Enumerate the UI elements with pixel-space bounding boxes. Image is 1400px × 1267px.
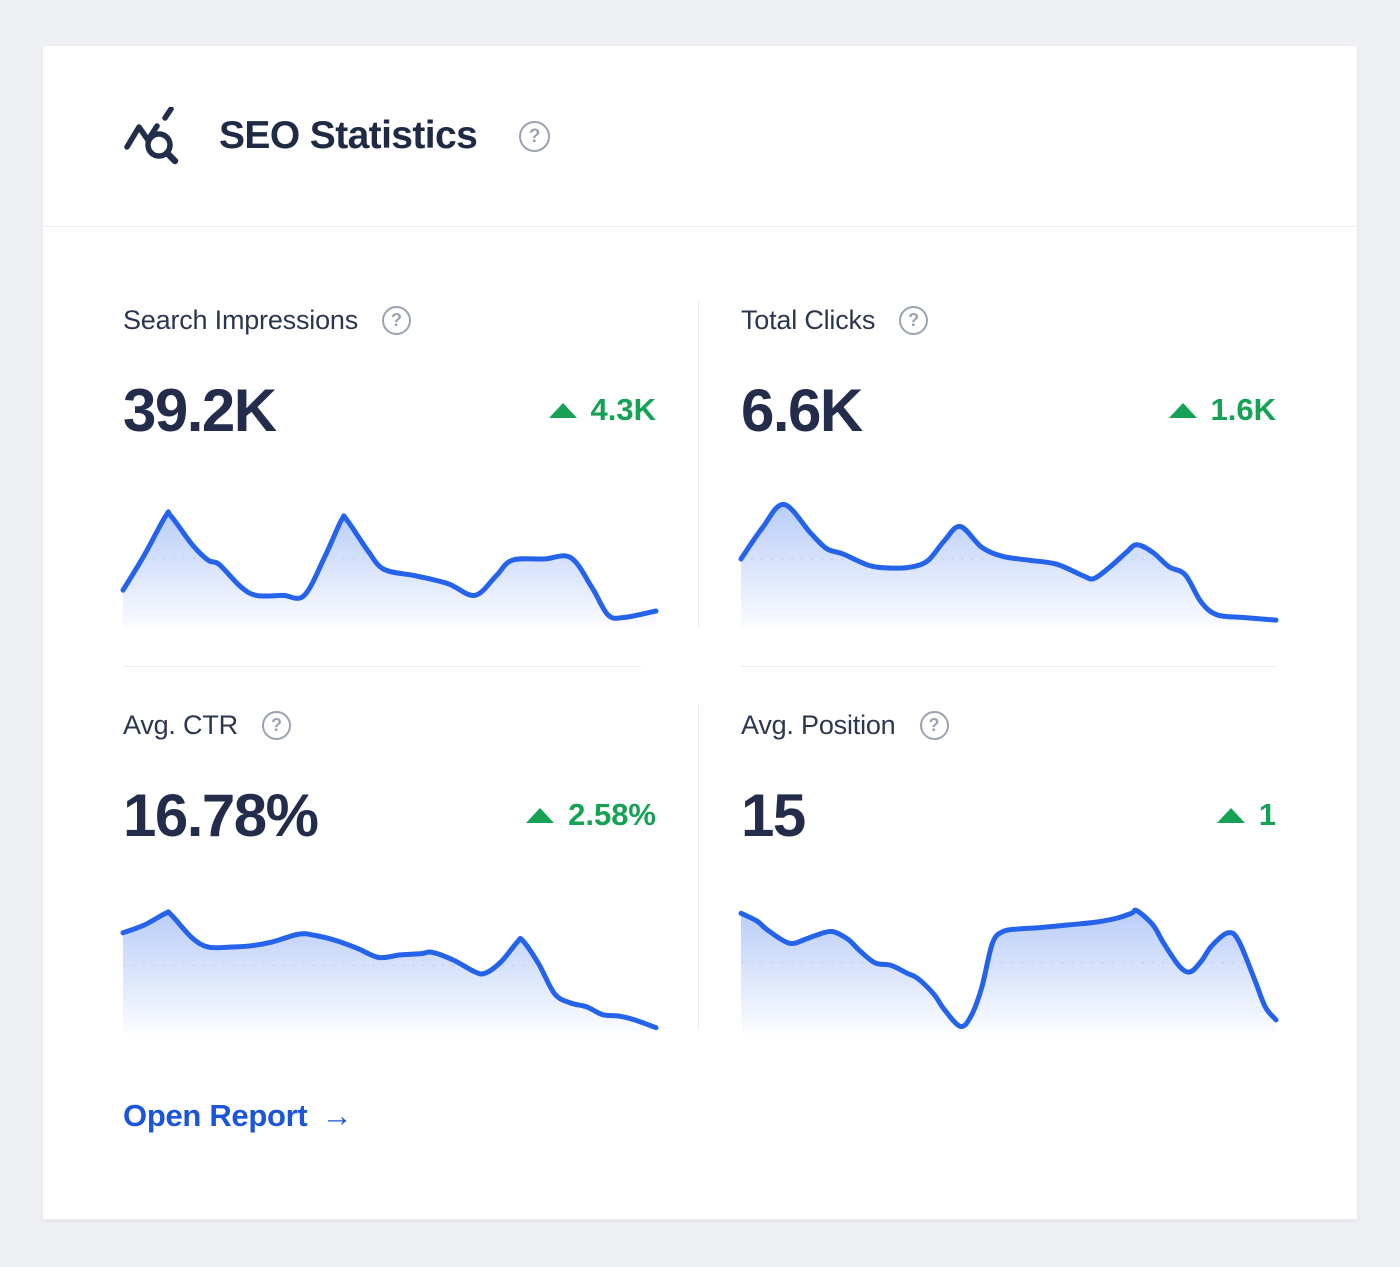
metric-head: Avg. CTR ? <box>123 705 656 745</box>
help-glyph: ? <box>391 310 402 330</box>
help-glyph: ? <box>928 715 940 735</box>
row-divider-left <box>123 666 641 667</box>
open-report-link[interactable]: Open Report → <box>123 1098 352 1134</box>
help-glyph: ? <box>270 715 282 735</box>
delta-up-icon <box>1216 807 1245 823</box>
help-glyph: ? <box>528 125 541 147</box>
metric-avg-ctr: Avg. CTR ? 16.78% 2.58% <box>123 705 656 1033</box>
sparkline-chart <box>741 490 1276 628</box>
metric-value-row: 15 1 <box>741 775 1276 855</box>
delta-value: 2.58% <box>568 797 656 832</box>
metric-head: Avg. Position ? <box>741 705 1276 745</box>
delta-up-icon <box>548 402 577 418</box>
metric-delta: 1 <box>1216 797 1276 833</box>
widget-header: SEO Statistics ? <box>43 46 1357 227</box>
widget-title: SEO Statistics <box>219 114 478 157</box>
metric-help-icon[interactable]: ? <box>899 305 929 335</box>
metric-delta: 4.3K <box>548 392 656 428</box>
delta-value: 1 <box>1258 797 1276 832</box>
metric-head: Total Clicks ? <box>741 300 1276 340</box>
metric-help-icon[interactable]: ? <box>261 710 291 740</box>
widget-body: Search Impressions ? 39.2K 4.3K Total Cl… <box>43 227 1357 1134</box>
metric-value: 16.78% <box>123 781 319 849</box>
metric-avg-position: Avg. Position ? 15 1 <box>741 705 1276 1033</box>
metric-search-impressions: Search Impressions ? 39.2K 4.3K <box>123 300 656 628</box>
open-report-label: Open Report <box>123 1098 308 1133</box>
column-divider-top <box>698 300 699 628</box>
metric-value-row: 39.2K 4.3K <box>123 370 656 450</box>
metric-value: 15 <box>741 781 806 849</box>
widget-help-icon[interactable]: ? <box>519 120 551 152</box>
help-glyph: ? <box>908 310 920 330</box>
seo-statistics-widget: SEO Statistics ? Search Impressions ? 39… <box>42 45 1358 1220</box>
metric-value: 6.6K <box>741 376 863 444</box>
arrow-right-icon: → <box>321 1098 353 1133</box>
metric-value: 39.2K <box>123 376 277 444</box>
metric-head: Search Impressions ? <box>123 300 656 340</box>
metric-value-row: 6.6K 1.6K <box>741 370 1276 450</box>
delta-value: 4.3K <box>590 392 656 427</box>
metric-help-icon[interactable]: ? <box>382 305 411 335</box>
metric-label: Total Clicks <box>741 304 876 335</box>
delta-value: 1.6K <box>1210 392 1276 427</box>
row-divider-right <box>741 666 1276 667</box>
metric-value-row: 16.78% 2.58% <box>123 775 656 855</box>
widget-footer: Open Report → <box>123 1098 1274 1134</box>
metric-label: Avg. CTR <box>123 709 238 740</box>
metric-delta: 1.6K <box>1168 392 1276 428</box>
metric-label: Avg. Position <box>741 709 896 740</box>
metric-help-icon[interactable]: ? <box>919 710 949 740</box>
delta-up-icon <box>1168 402 1197 418</box>
seo-chart-magnifier-icon <box>123 107 181 165</box>
metric-label: Search Impressions <box>123 304 358 335</box>
sparkline-chart <box>123 490 656 628</box>
delta-up-icon <box>526 807 555 823</box>
metrics-grid: Search Impressions ? 39.2K 4.3K Total Cl… <box>123 300 1274 1033</box>
column-divider-bottom <box>698 705 699 1030</box>
metric-delta: 2.58% <box>526 797 656 833</box>
sparkline-chart <box>123 895 656 1033</box>
sparkline-chart <box>741 895 1276 1033</box>
metric-total-clicks: Total Clicks ? 6.6K 1.6K <box>741 300 1276 628</box>
